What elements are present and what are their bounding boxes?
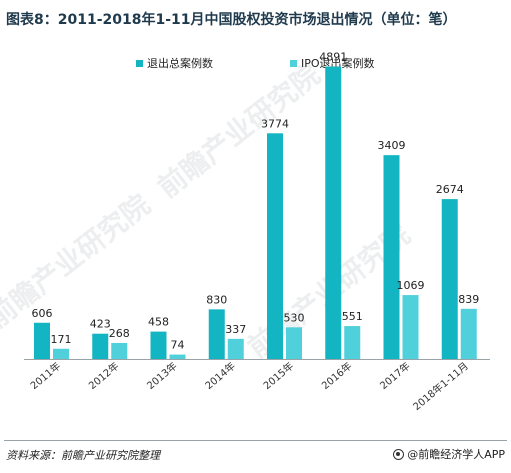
legend-label: IPO退出案例数 [301, 56, 375, 70]
bar [441, 199, 458, 359]
bar [344, 326, 361, 359]
bar [92, 333, 109, 359]
x-tick-label: 2014年 [202, 359, 238, 392]
brand-logo-icon [393, 448, 405, 460]
footer-divider [4, 440, 507, 441]
bar [383, 155, 400, 359]
data-label: 337 [225, 323, 246, 336]
x-tick-label: 2015年 [261, 359, 297, 392]
data-label: 74 [171, 339, 185, 352]
data-label: 268 [109, 327, 130, 340]
data-label: 530 [284, 311, 305, 324]
source-note: 资料来源：前瞻产业研究院整理 [6, 449, 160, 462]
bar [325, 66, 342, 360]
bar [34, 322, 50, 359]
legend-label: 退出总案例数 [147, 56, 213, 70]
data-label: 606 [32, 307, 53, 320]
data-label: 2674 [436, 183, 464, 196]
data-label: 171 [51, 333, 72, 346]
x-tick-label: 2016年 [319, 359, 355, 392]
bar [150, 331, 167, 359]
data-label: 839 [458, 293, 479, 306]
data-label: 551 [342, 310, 363, 323]
legend-swatch [136, 60, 143, 67]
data-label: 830 [206, 293, 227, 306]
x-tick-label: 2018年1-11月 [410, 359, 471, 413]
legend-swatch [290, 60, 297, 67]
data-label: 423 [90, 318, 111, 331]
x-tick-label: 2017年 [377, 359, 413, 392]
bar [169, 354, 186, 359]
x-tick-label: 2013年 [144, 359, 180, 392]
bar [53, 348, 69, 359]
data-label: 458 [148, 316, 169, 329]
bar [286, 327, 302, 359]
brand-credit: @前瞻经济学人APP [393, 446, 505, 462]
bar [208, 309, 225, 359]
data-label: 3774 [261, 117, 289, 130]
bar [402, 295, 419, 359]
x-tick-label: 2012年 [86, 359, 122, 392]
data-label: 1069 [397, 279, 425, 292]
x-tick-label: 2011年 [28, 359, 64, 392]
bar [227, 338, 244, 359]
data-label: 3409 [378, 139, 406, 152]
data-label: 4891 [319, 51, 347, 64]
bar [460, 308, 477, 359]
chart-title: 图表8：2011-2018年1-11月中国股权投资市场退出情况（单位：笔） [6, 12, 457, 28]
bar [111, 342, 128, 359]
bar [267, 133, 283, 359]
brand-text: @前瞻经济学人APP [407, 448, 505, 461]
